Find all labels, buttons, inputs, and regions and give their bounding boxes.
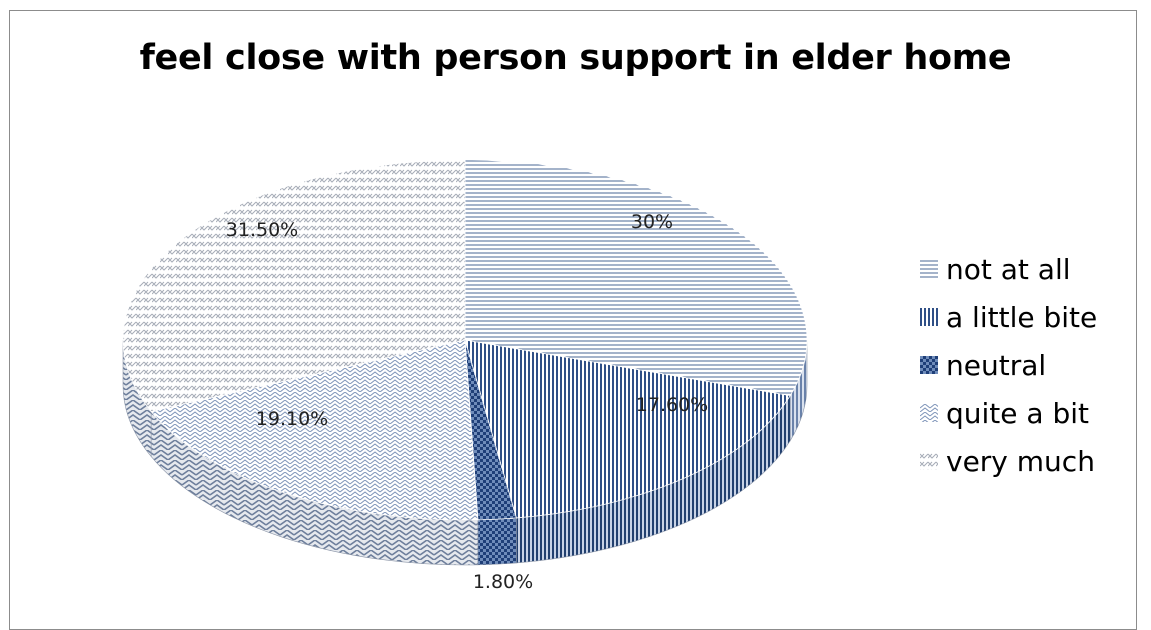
chart-title: feel close with person support in elder … <box>139 38 1012 78</box>
legend-item-a-little-bite: a little bite <box>920 293 1097 341</box>
legend-label: not at all <box>946 252 1071 286</box>
legend-label: a little bite <box>946 300 1098 334</box>
legend-swatch-neutral <box>920 356 938 374</box>
legend-swatch-quite-a-bit <box>920 404 938 422</box>
legend-swatch-a-little-bite <box>920 308 938 326</box>
legend-item-quite-a-bit: quite a bit <box>920 389 1097 437</box>
data-label-not-at-all: 30% <box>631 211 673 233</box>
legend: not at all a little bite neutral quite a… <box>920 245 1097 485</box>
legend-label: neutral <box>946 348 1047 382</box>
pie-slice-a-little-bite <box>464 339 791 519</box>
legend-item-not-at-all: not at all <box>920 245 1097 293</box>
legend-swatch-not-at-all <box>920 260 938 278</box>
data-label-neutral: 1.80% <box>473 571 533 593</box>
pie-side-neutral <box>477 517 517 566</box>
data-label-a-little-bite: 17.60% <box>636 394 708 416</box>
data-label-quite-a-bit: 19.10% <box>256 408 328 430</box>
legend-label: very much <box>946 444 1095 478</box>
pie-tops <box>122 159 808 521</box>
legend-item-very-much: very much <box>920 437 1097 485</box>
pie-slice-not-at-all <box>464 159 808 397</box>
data-label-very-much: 31.50% <box>226 219 298 241</box>
legend-label: quite a bit <box>946 396 1089 430</box>
pie-slice-very-much <box>122 159 466 412</box>
pie-slice-quite-a-bit <box>150 339 479 521</box>
pie-labels: 30% 17.60% 1.80% 19.10% 31.50% <box>226 211 708 593</box>
legend-swatch-very-much <box>920 452 938 470</box>
legend-item-neutral: neutral <box>920 341 1097 389</box>
